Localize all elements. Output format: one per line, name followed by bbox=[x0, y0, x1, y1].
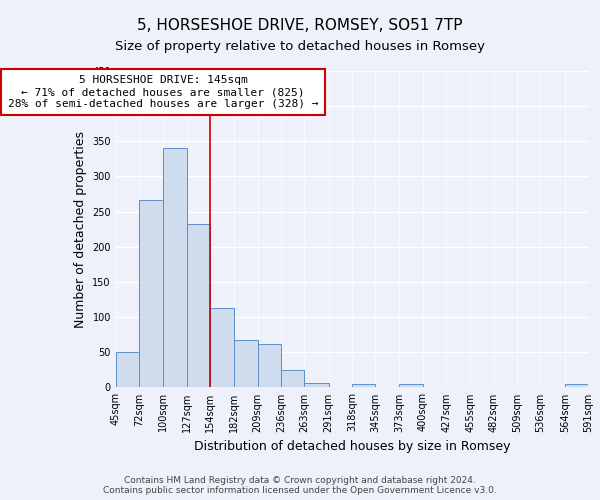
Bar bbox=[234, 340, 257, 388]
Y-axis label: Number of detached properties: Number of detached properties bbox=[74, 130, 87, 328]
Bar bbox=[565, 384, 588, 388]
X-axis label: Distribution of detached houses by size in Romsey: Distribution of detached houses by size … bbox=[194, 440, 510, 453]
Text: Contains public sector information licensed under the Open Government Licence v3: Contains public sector information licen… bbox=[103, 486, 497, 495]
Bar bbox=[163, 148, 187, 388]
Bar bbox=[257, 344, 281, 388]
Bar bbox=[116, 352, 139, 388]
Bar bbox=[304, 382, 329, 388]
Bar bbox=[352, 384, 375, 388]
Text: 5, HORSESHOE DRIVE, ROMSEY, SO51 7TP: 5, HORSESHOE DRIVE, ROMSEY, SO51 7TP bbox=[137, 18, 463, 32]
Bar bbox=[400, 384, 423, 388]
Bar bbox=[139, 200, 163, 388]
Bar bbox=[210, 308, 234, 388]
Text: Size of property relative to detached houses in Romsey: Size of property relative to detached ho… bbox=[115, 40, 485, 53]
Bar bbox=[281, 370, 304, 388]
Text: Contains HM Land Registry data © Crown copyright and database right 2024.: Contains HM Land Registry data © Crown c… bbox=[124, 476, 476, 485]
Bar bbox=[187, 224, 210, 388]
Text: 5 HORSESHOE DRIVE: 145sqm
← 71% of detached houses are smaller (825)
28% of semi: 5 HORSESHOE DRIVE: 145sqm ← 71% of detac… bbox=[8, 76, 318, 108]
